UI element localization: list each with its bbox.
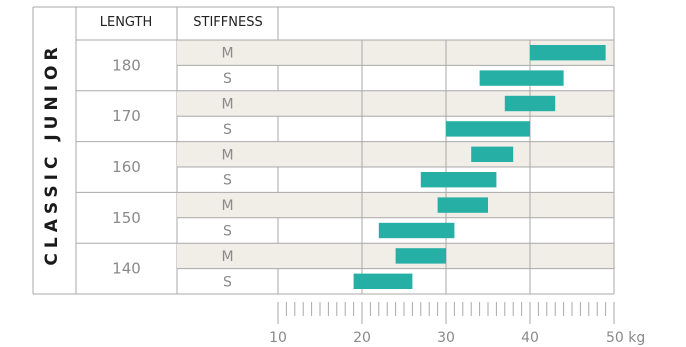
length-label: 140 [112,260,141,278]
stiffness-label: S [223,173,232,189]
range-bar [479,70,564,86]
range-bar [378,222,455,239]
axis-tick-label: 30 [437,330,455,346]
stiffness-label: M [221,46,233,62]
range-bar [446,121,530,137]
column-header-stiffness: STIFFNESS [193,15,262,30]
axis-tick-label: 10 [269,330,287,346]
range-bar [395,248,446,264]
stiffness-label: S [223,71,232,87]
stiffness-label: M [221,249,233,265]
length-label: 170 [112,107,141,125]
axis-tick-label: 20 [353,330,371,346]
range-bar [471,146,514,162]
row-band [177,141,614,167]
stiffness-label: M [221,147,233,163]
stiffness-label: S [223,122,232,138]
length-label: 160 [112,158,141,176]
range-bar [420,172,497,188]
row-band [177,192,614,218]
axis-tick-label: 40 [521,330,539,346]
length-label: 150 [112,209,141,227]
stiffness-label: S [223,224,232,240]
range-bar [504,95,556,112]
range-bar [353,273,413,289]
side-title: CLASSIC JUNIOR [42,42,62,265]
bars [353,45,606,289]
length-label: 180 [112,56,141,74]
row-band [177,243,614,269]
axis-tick-label: 50 kg [606,330,645,346]
x-axis: 10 20 30 40 50 kg [269,302,645,346]
column-header-length: LENGTH [100,15,153,30]
stiffness-label: S [223,274,232,290]
stiffness-label: M [221,198,233,214]
range-bar [530,45,606,61]
range-bar [437,197,488,213]
row-lines [76,39,614,270]
stiffness-label: M [221,97,233,113]
